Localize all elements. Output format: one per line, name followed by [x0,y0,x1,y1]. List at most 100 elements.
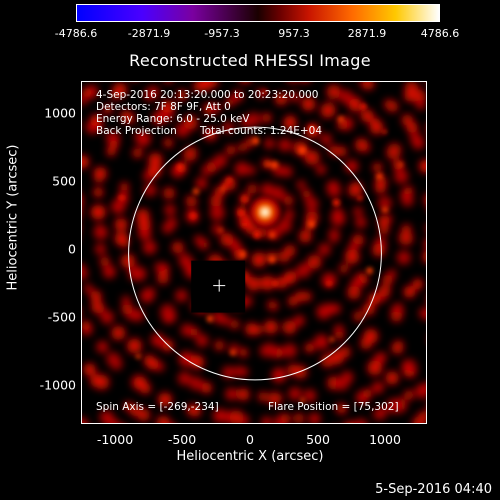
fringe-blob [320,354,335,368]
fringe-blob [327,184,341,198]
fringe-blob [336,403,346,413]
spin-axis-mask [191,260,246,313]
fringe-blob [335,377,349,391]
fringe-blob [82,87,92,98]
fringe-blob [339,89,354,105]
fringe-blob [82,196,84,205]
fringe-blob [363,328,379,344]
fringe-blob [321,272,337,288]
fringe-blob [237,388,250,401]
fringe-blob [301,189,312,199]
fringe-blob [336,146,347,157]
fringe-blob [313,334,329,350]
fringe-blob [413,415,426,423]
fringe-blob [183,115,198,130]
fringe-blob [83,363,96,376]
fringe-blob [320,102,336,118]
fringe-blob [283,116,297,130]
fringe-blob [270,186,286,201]
fringe-blob [112,82,127,97]
fringe-blob [134,131,148,144]
x-tick-label: 1000 [369,432,401,447]
fringe-hotspot [332,198,341,207]
fringe-blob [231,90,244,102]
fringe-blob [178,254,190,265]
fringe-hotspot [218,228,223,233]
fringe-blob [293,413,305,423]
fringe-blob [146,357,159,370]
fringe-blob [280,413,291,423]
fringe-blob [106,146,116,157]
fringe-hotspot [239,251,246,258]
fringe-hotspot [253,230,261,239]
fringe-hotspot [241,196,248,203]
fringe-blob [160,304,175,319]
fringe-blob [404,390,414,401]
fringe-blob [378,196,392,210]
fringe-blob [82,417,89,423]
fringe-blob [164,82,172,84]
fringe-blob [283,195,294,206]
fringe-hotspot [176,163,184,171]
fringe-blob [415,383,426,399]
fringe-blob [234,161,249,176]
fringe-blob [238,142,248,152]
fringe-hotspot [242,222,247,227]
fringe-blob [161,100,175,114]
fringe-blob [362,388,373,399]
fringe-blob [379,225,389,235]
fringe-blob [353,311,364,322]
fringe-blob [387,143,402,158]
fringe-blob [185,195,198,207]
fringe-blob [156,415,171,423]
fringe-blob [274,92,288,106]
fringe-blob [106,352,120,367]
fringe-blob [251,252,267,268]
fringe-blob [354,138,369,152]
fringe-blob [372,381,384,394]
fringe-blob [194,235,204,245]
fringe-blob [206,82,219,88]
fringe-blob [296,263,311,278]
fringe-blob [394,169,409,184]
fringe-blob [94,173,104,183]
fringe-blob [293,315,305,326]
fringe-blob [233,366,244,377]
fringe-blob [100,310,114,324]
fringe-blob [261,416,272,423]
energy-range-text: Energy Range: 6.0 - 25.0 keV [96,113,250,125]
fringe-blob [339,263,349,274]
fringe-hotspot [251,137,260,145]
fringe-blob [422,308,426,320]
fringe-blob [120,253,136,269]
fringe-blob [284,209,295,220]
fringe-blob [367,360,383,376]
fringe-blob [229,319,240,330]
fringe-blob [82,424,89,425]
fringe-hotspot [223,183,228,188]
fringe-blob [345,421,355,423]
fringe-blob [157,272,169,285]
fringe-blob [176,89,188,101]
fringe-blob [93,187,104,198]
fringe-blob [393,302,403,313]
fringe-blob [90,114,103,127]
fringe-blob [372,162,383,173]
fringe-blob [193,82,204,92]
fringe-blob [94,243,106,255]
fringe-blob [345,159,359,173]
fringe-hotspot [230,349,237,356]
image-plot-area[interactable]: 4-Sep-2016 20:13:20.000 to 20:23:20.000 … [81,81,427,424]
fringe-blob [406,360,417,371]
fringe-blob [348,98,362,112]
fringe-hotspot [398,162,403,167]
fringe-hotspot [326,280,332,287]
fringe-blob [304,197,319,211]
fringe-blob [210,195,222,207]
fringe-hotspot [337,116,344,123]
fringe-blob [316,304,331,320]
fringe-blob [246,112,261,127]
fringe-blob [214,340,225,351]
fringe-hotspot [329,337,335,342]
fringe-blob [186,146,197,157]
